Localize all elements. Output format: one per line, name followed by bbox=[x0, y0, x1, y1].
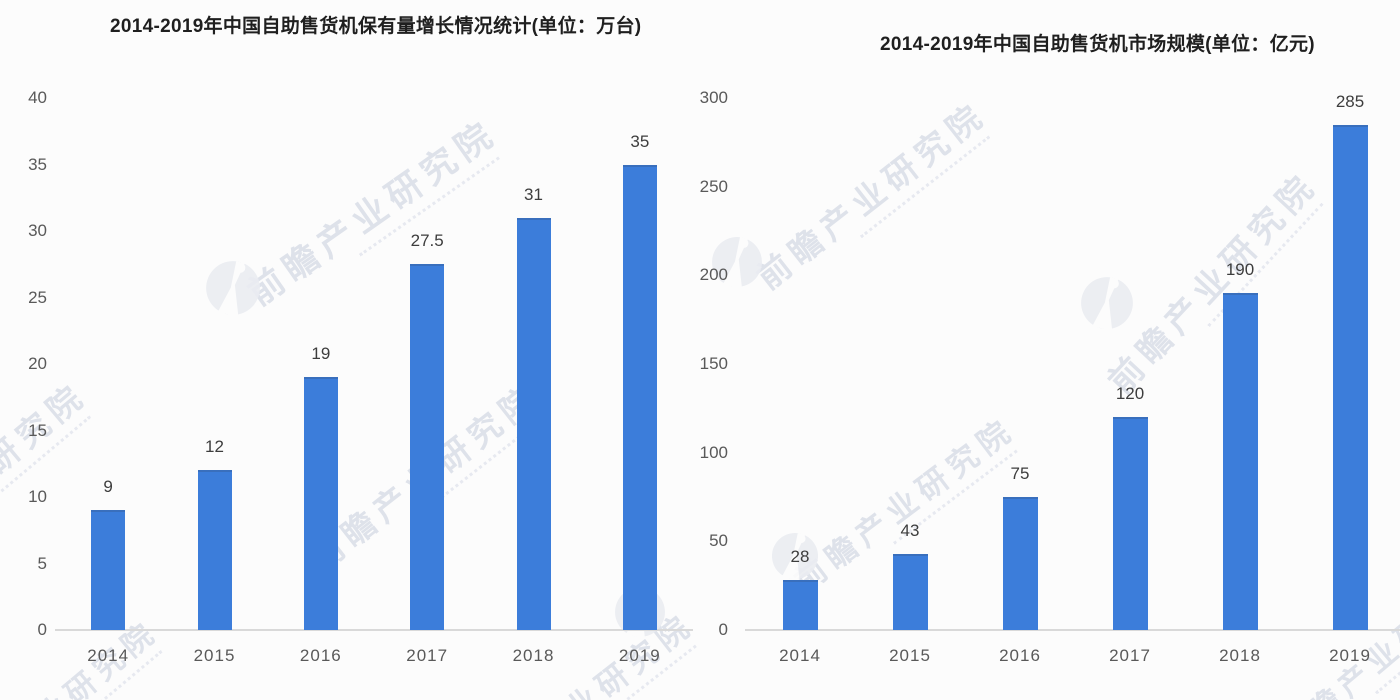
y-tick-label: 40 bbox=[28, 88, 47, 107]
bar-2019 bbox=[622, 164, 657, 630]
y-tick-label: 25 bbox=[28, 287, 47, 307]
bar-value-label: 120 bbox=[1115, 384, 1145, 404]
y-tick-label: 50 bbox=[709, 531, 728, 551]
y-tick-label: 20 bbox=[28, 354, 47, 373]
y-tick-label: 35 bbox=[28, 154, 47, 174]
x-category-label: 2017 bbox=[406, 646, 449, 665]
bar-2017 bbox=[1112, 417, 1148, 630]
x-category-label: 2015 bbox=[889, 646, 931, 665]
y-tick-label: 30 bbox=[28, 221, 47, 240]
bar-value-label: 190 bbox=[1225, 260, 1255, 280]
x-category-label: 2018 bbox=[1219, 646, 1261, 665]
bar-2015 bbox=[892, 553, 928, 630]
y-tick-label: 10 bbox=[28, 487, 47, 506]
x-axis-line bbox=[745, 629, 1400, 631]
bar-2019 bbox=[1332, 124, 1368, 630]
chart-title-holdings: 2014-2019年中国自助售货机保有量增长情况统计(单位：万台) bbox=[110, 16, 642, 37]
bar-value-label: 285 bbox=[1335, 91, 1365, 111]
bar-value-label: 31 bbox=[524, 184, 543, 204]
y-tick-label: 0 bbox=[718, 620, 728, 639]
x-category-label: 2019 bbox=[618, 646, 661, 665]
bar-2017 bbox=[410, 264, 445, 630]
x-category-label: 2016 bbox=[299, 646, 342, 665]
x-category-label: 2019 bbox=[1329, 646, 1371, 665]
y-tick-label: 200 bbox=[699, 265, 728, 285]
bar-2016 bbox=[1002, 497, 1038, 630]
x-category-label: 2014 bbox=[779, 646, 821, 665]
bar-value-label: 28 bbox=[790, 547, 810, 567]
bar-2014 bbox=[91, 510, 126, 630]
x-category-label: 2017 bbox=[1109, 646, 1151, 665]
bar-value-label: 35 bbox=[630, 131, 650, 151]
y-tick-label: 150 bbox=[699, 354, 728, 373]
bar-value-label: 43 bbox=[900, 520, 920, 540]
watermark-logo-icon bbox=[205, 260, 261, 318]
y-tick-label: 0 bbox=[37, 620, 47, 639]
x-category-label: 2016 bbox=[999, 646, 1041, 665]
x-axis-line bbox=[55, 629, 693, 631]
bar-2018 bbox=[516, 217, 551, 630]
y-tick-label: 5 bbox=[37, 553, 47, 573]
x-category-label: 2015 bbox=[193, 646, 236, 665]
y-tick-label: 300 bbox=[699, 88, 728, 107]
bar-value-label: 19 bbox=[311, 344, 331, 364]
y-tick-label: 250 bbox=[699, 176, 728, 196]
y-tick-label: 15 bbox=[28, 420, 47, 440]
watermark-logo-icon bbox=[771, 532, 819, 581]
x-category-label: 2014 bbox=[87, 646, 130, 665]
bar-2014 bbox=[782, 580, 818, 630]
bar-value-label: 12 bbox=[205, 437, 224, 457]
bar-value-label: 9 bbox=[103, 477, 113, 497]
watermark-logo-icon bbox=[1080, 276, 1134, 332]
bar-2018 bbox=[1222, 293, 1258, 630]
x-category-label: 2018 bbox=[512, 646, 555, 665]
bar-2015 bbox=[197, 470, 232, 630]
bar-value-label: 27.5 bbox=[410, 231, 444, 251]
bar-2016 bbox=[303, 377, 338, 630]
watermark-logo-icon bbox=[711, 236, 763, 289]
bar-value-label: 75 bbox=[1010, 464, 1030, 483]
y-tick-label: 100 bbox=[699, 442, 728, 462]
chart-title-market-size: 2014-2019年中国自助售货机市场规模(单位：亿元) bbox=[880, 34, 1315, 55]
